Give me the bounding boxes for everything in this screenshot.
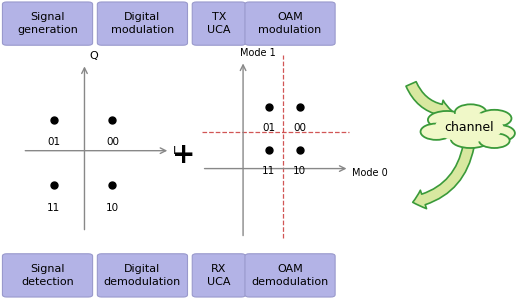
FancyArrowPatch shape [406, 82, 452, 119]
Ellipse shape [451, 130, 490, 148]
Text: Q: Q [90, 51, 99, 61]
Text: Mode 1: Mode 1 [241, 48, 276, 58]
Text: OAM
demodulation: OAM demodulation [251, 264, 329, 287]
Text: Signal
detection: Signal detection [21, 264, 74, 287]
Text: Mode 0: Mode 0 [352, 168, 388, 178]
Text: 11: 11 [262, 166, 276, 176]
Ellipse shape [479, 133, 510, 148]
Ellipse shape [420, 123, 452, 140]
Text: Digital
modulation: Digital modulation [111, 12, 174, 35]
FancyBboxPatch shape [192, 2, 245, 45]
Text: Digital
demodulation: Digital demodulation [104, 264, 181, 287]
Text: 01: 01 [47, 137, 60, 147]
Ellipse shape [428, 111, 466, 129]
Text: OAM
modulation: OAM modulation [259, 12, 322, 35]
Text: 00: 00 [293, 123, 306, 133]
FancyBboxPatch shape [3, 2, 93, 45]
Text: Signal
generation: Signal generation [17, 12, 78, 35]
Text: 10: 10 [106, 203, 119, 213]
FancyBboxPatch shape [3, 254, 93, 297]
Ellipse shape [484, 125, 515, 141]
Text: 11: 11 [47, 203, 60, 213]
Text: channel: channel [444, 121, 494, 134]
Ellipse shape [477, 110, 511, 127]
FancyBboxPatch shape [98, 254, 188, 297]
FancyBboxPatch shape [245, 2, 335, 45]
Text: 00: 00 [106, 137, 119, 147]
FancyBboxPatch shape [245, 254, 335, 297]
FancyArrowPatch shape [413, 145, 474, 209]
FancyBboxPatch shape [192, 254, 245, 297]
Text: TX
UCA: TX UCA [207, 12, 231, 35]
Ellipse shape [455, 104, 487, 120]
Text: 10: 10 [293, 166, 306, 176]
Text: I: I [173, 146, 176, 156]
Ellipse shape [435, 112, 504, 142]
Text: 01: 01 [262, 123, 276, 133]
Text: RX
UCA: RX UCA [207, 264, 231, 287]
Text: +: + [172, 141, 195, 170]
FancyBboxPatch shape [98, 2, 188, 45]
